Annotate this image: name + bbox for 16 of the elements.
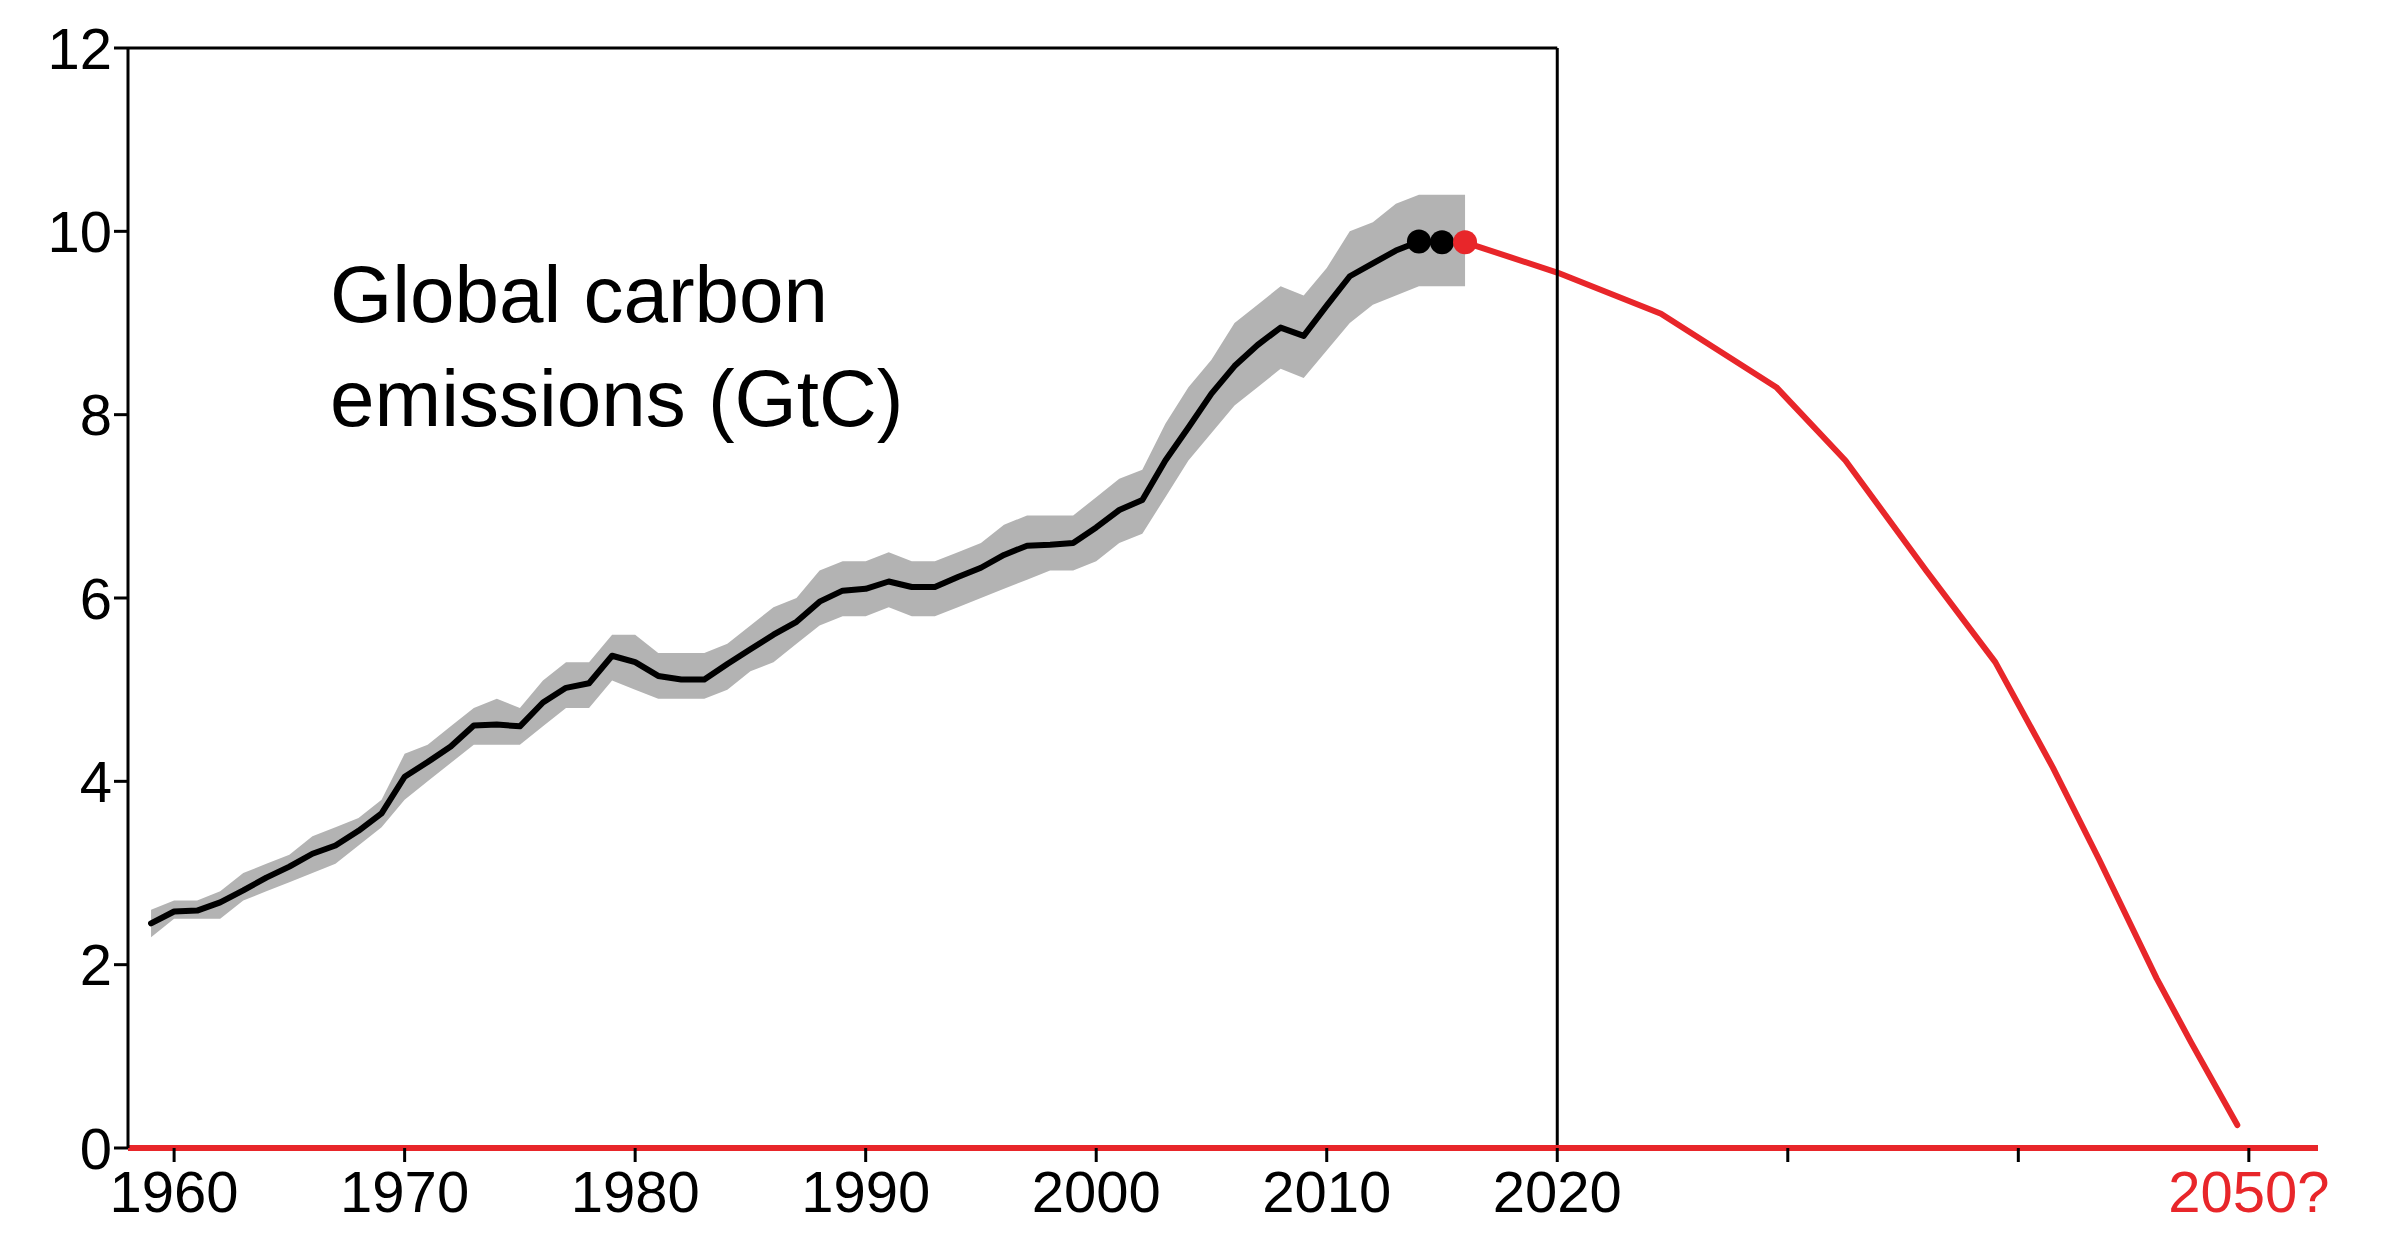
x-tick-label: 2010 (1262, 1159, 1392, 1224)
y-tick-label: 12 (47, 15, 112, 81)
annotation: Global carbon emissions (GtC) (330, 249, 905, 445)
y-tick-label: 6 (79, 565, 112, 631)
x-tick-label: 1990 (801, 1159, 931, 1224)
x-tick-label: 1970 (340, 1159, 470, 1224)
y-tick-label: 2 (79, 932, 112, 998)
x-tick-label: 1980 (570, 1159, 700, 1224)
x-tick-label: 2000 (1031, 1159, 1161, 1224)
y-tick-label: 0 (79, 1115, 112, 1181)
y-tick-label: 4 (79, 748, 112, 814)
y-tick-label: 8 (79, 382, 112, 448)
y-tick-label: 10 (47, 198, 112, 264)
x-tick-label: 2020 (1492, 1159, 1622, 1224)
x-tick-label: 2050? (2168, 1159, 2330, 1224)
x-tick-label: 1960 (109, 1159, 239, 1224)
